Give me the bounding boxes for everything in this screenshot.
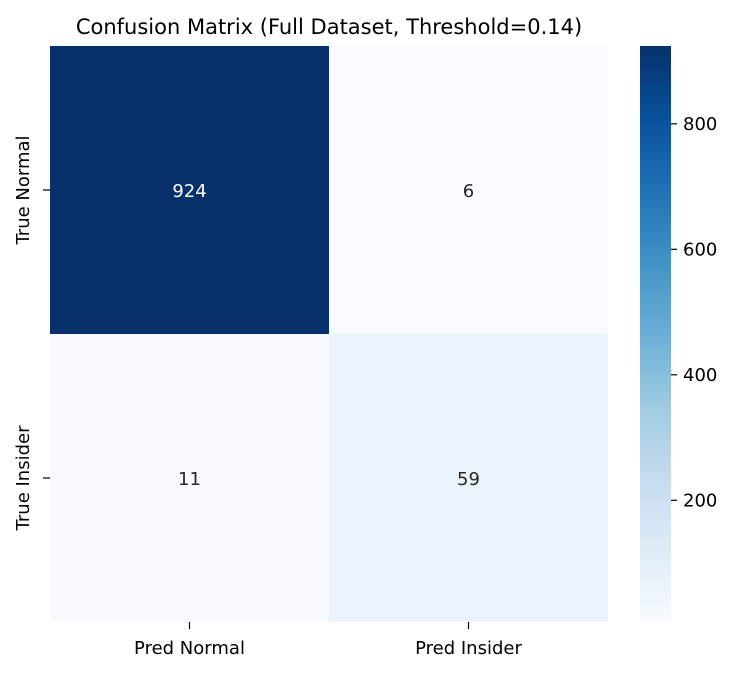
heatmap-cell — [50, 46, 329, 334]
y-tick-label: True Normal — [13, 135, 34, 245]
colorbar-gradient — [640, 46, 671, 622]
x-axis: Pred Normal Pred Insider — [134, 622, 522, 659]
colorbar-tick-label: 200 — [683, 490, 717, 511]
cell-value-label: 11 — [178, 469, 201, 490]
heatmap-cell-labels: 924 6 11 59 — [172, 181, 480, 490]
y-tick-label: True Insider — [13, 425, 34, 532]
heatmap-cells — [50, 46, 608, 622]
x-tick-label: Pred Insider — [415, 638, 522, 659]
cell-value-label: 924 — [172, 181, 206, 202]
cell-value-label: 59 — [457, 469, 480, 490]
x-tick-label: Pred Normal — [134, 638, 245, 659]
chart-title: Confusion Matrix (Full Dataset, Threshol… — [76, 15, 582, 39]
colorbar-tick-label: 600 — [683, 239, 717, 260]
y-axis: True Normal True Insider — [13, 135, 50, 531]
heatmap-cell — [329, 46, 608, 334]
cell-value-label: 6 — [463, 181, 474, 202]
heatmap-cell — [50, 334, 329, 622]
colorbar-tick-label: 400 — [683, 365, 717, 386]
colorbar-tick-label: 800 — [683, 114, 717, 135]
heatmap-cell — [329, 334, 608, 622]
colorbar: 200 400 600 800 — [640, 46, 717, 622]
